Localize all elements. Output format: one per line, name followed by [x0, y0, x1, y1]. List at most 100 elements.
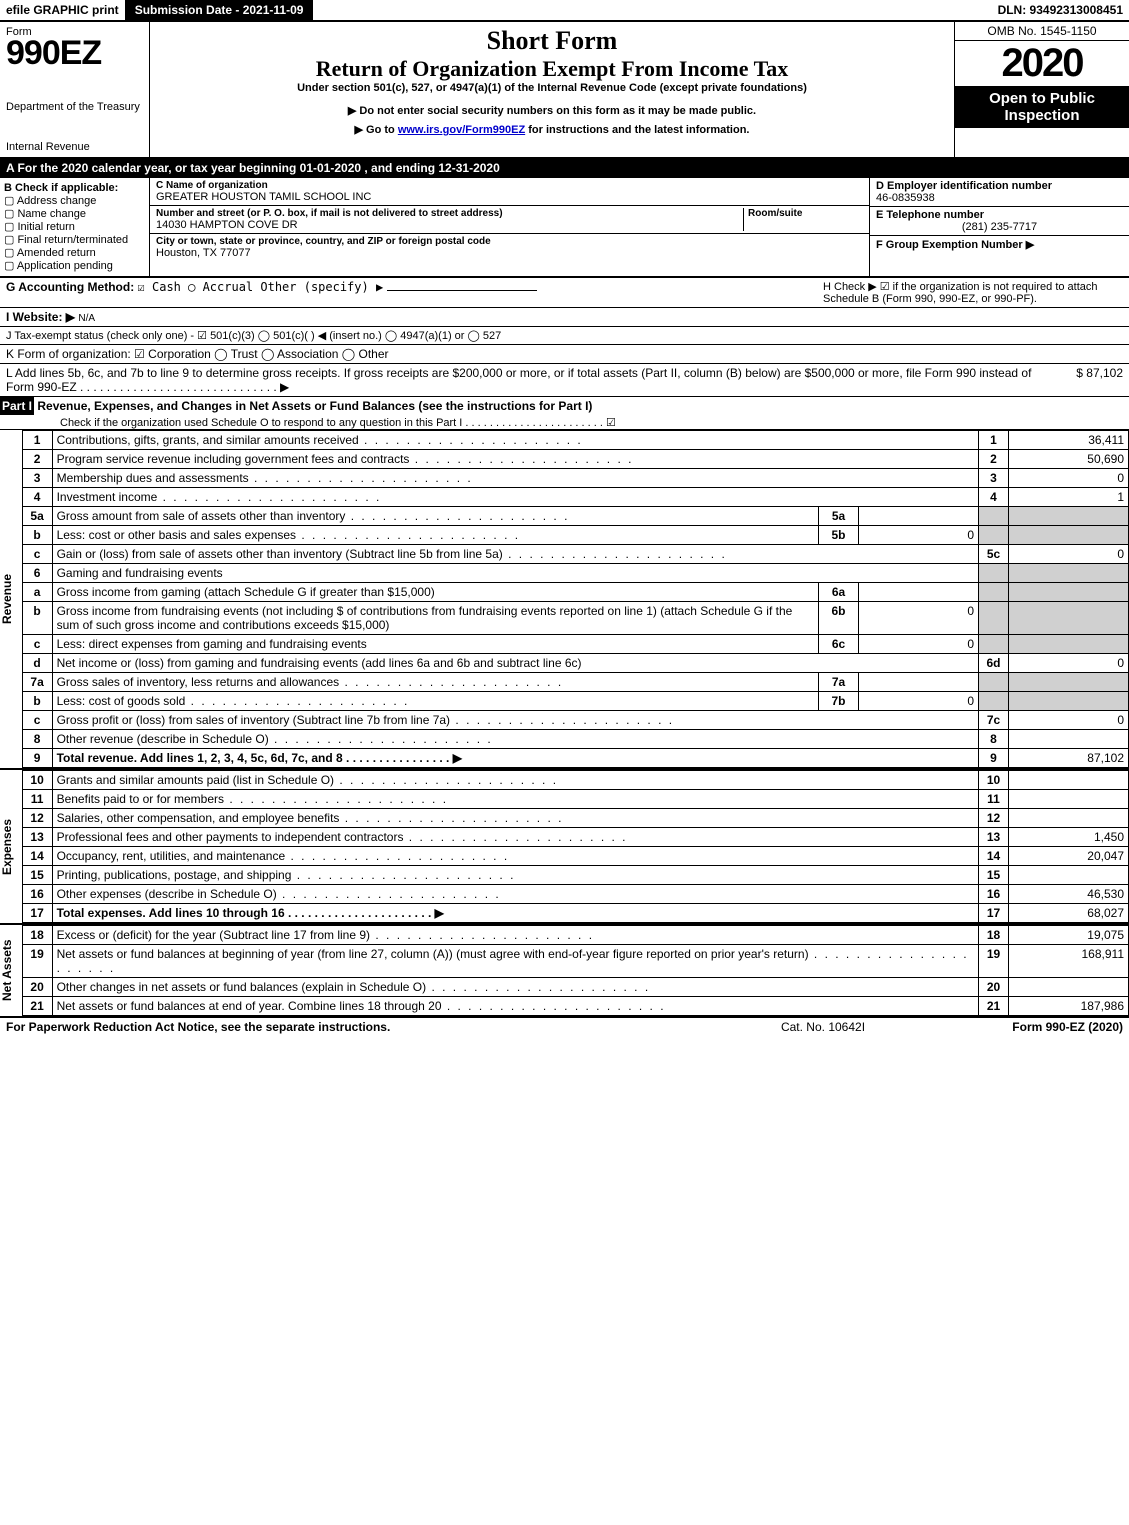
f-label: F Group Exemption Number ▶ — [876, 239, 1034, 251]
donot-warning: ▶ Do not enter social security numbers o… — [158, 104, 946, 117]
line-7a: 7aGross sales of inventory, less returns… — [22, 673, 1128, 692]
g-label: G Accounting Method: — [6, 280, 134, 294]
goto-post: for instructions and the latest informat… — [525, 124, 749, 136]
line-13: 13Professional fees and other payments t… — [22, 828, 1128, 847]
i-row: I Website: ▶ N/A — [0, 308, 1129, 327]
line-12: 12Salaries, other compensation, and empl… — [22, 809, 1128, 828]
section-b: B Check if applicable: Address change Na… — [0, 178, 150, 276]
website-value: N/A — [78, 313, 95, 324]
line-18: 18Excess or (deficit) for the year (Subt… — [22, 926, 1128, 945]
line-8: 8Other revenue (describe in Schedule O)8 — [22, 730, 1128, 749]
expenses-block: Expenses 10Grants and similar amounts pa… — [0, 770, 1129, 925]
year-line-a: A For the 2020 calendar year, or tax yea… — [0, 159, 1129, 178]
k-row[interactable]: K Form of organization: ☑ Corporation ◯ … — [0, 345, 1129, 364]
addr-row: Number and street (or P. O. box, if mail… — [150, 206, 869, 234]
header-right: OMB No. 1545-1150 2020 Open to Public In… — [954, 22, 1129, 157]
line-16: 16Other expenses (describe in Schedule O… — [22, 885, 1128, 904]
open-to-public: Open to Public Inspection — [955, 86, 1129, 128]
dept-treasury: Department of the Treasury — [6, 101, 143, 113]
chk-name[interactable]: Name change — [4, 207, 145, 220]
line-6c: cLess: direct expenses from gaming and f… — [22, 635, 1128, 654]
footer-left: For Paperwork Reduction Act Notice, see … — [6, 1020, 723, 1034]
header-left: Form 990EZ Department of the Treasury In… — [0, 22, 150, 157]
ein-value: 46-0835938 — [876, 192, 935, 204]
under-section: Under section 501(c), 527, or 4947(a)(1)… — [158, 82, 946, 94]
footer-formref: Form 990-EZ (2020) — [923, 1020, 1123, 1034]
omb-number: OMB No. 1545-1150 — [955, 22, 1129, 41]
entity-block: B Check if applicable: Address change Na… — [0, 178, 1129, 278]
line-21: 21Net assets or fund balances at end of … — [22, 997, 1128, 1016]
line-5b: bLess: cost or other basis and sales exp… — [22, 526, 1128, 545]
chk-address[interactable]: Address change — [4, 194, 145, 207]
chk-amended[interactable]: Amended return — [4, 246, 145, 259]
dln: DLN: 93492313008451 — [992, 0, 1129, 20]
org-name: GREATER HOUSTON TAMIL SCHOOL INC — [156, 191, 863, 203]
return-title: Return of Organization Exempt From Incom… — [158, 56, 946, 82]
h-text[interactable]: H Check ▶ ☑ if the organization is not r… — [823, 280, 1123, 305]
j-row[interactable]: J Tax-exempt status (check only one) - ☑… — [0, 327, 1129, 345]
city-label: City or town, state or province, country… — [156, 236, 863, 247]
l-text: L Add lines 5b, 6c, and 7b to line 9 to … — [6, 366, 1043, 394]
netassets-table: 18Excess or (deficit) for the year (Subt… — [22, 925, 1129, 1016]
i-label: I Website: ▶ — [6, 310, 75, 324]
line-2: 2Program service revenue including gover… — [22, 450, 1128, 469]
addr-label: Number and street (or P. O. box, if mail… — [156, 208, 743, 219]
netassets-sidelabel: Net Assets — [0, 925, 22, 1016]
city-row: City or town, state or province, country… — [150, 234, 869, 261]
expenses-table: 10Grants and similar amounts paid (list … — [22, 770, 1129, 923]
section-c: C Name of organization GREATER HOUSTON T… — [150, 178, 869, 276]
line-6b: bGross income from fundraising events (n… — [22, 602, 1128, 635]
submission-date: Submission Date - 2021-11-09 — [125, 0, 314, 20]
b-label: B Check if applicable: — [4, 182, 145, 194]
e-cell: E Telephone number (281) 235-7717 — [870, 207, 1129, 236]
goto-line: ▶ Go to www.irs.gov/Form990EZ for instru… — [158, 123, 946, 136]
l-value: $ 87,102 — [1043, 366, 1123, 394]
chk-final[interactable]: Final return/terminated — [4, 233, 145, 246]
expenses-sidelabel: Expenses — [0, 770, 22, 923]
header-mid: Short Form Return of Organization Exempt… — [150, 22, 954, 157]
revenue-sidelabel: Revenue — [0, 430, 22, 768]
line-6a: aGross income from gaming (attach Schedu… — [22, 583, 1128, 602]
b-checklist: Address change Name change Initial retur… — [4, 194, 145, 272]
part1-sub[interactable]: Check if the organization used Schedule … — [0, 417, 616, 429]
section-def: D Employer identification number 46-0835… — [869, 178, 1129, 276]
line-6: 6Gaming and fundraising events — [22, 564, 1128, 583]
dept-irs: Internal Revenue — [6, 141, 143, 153]
phone-value: (281) 235-7717 — [876, 221, 1123, 233]
f-cell: F Group Exemption Number ▶ — [870, 236, 1129, 253]
line-20: 20Other changes in net assets or fund ba… — [22, 978, 1128, 997]
line-17: 17Total expenses. Add lines 10 through 1… — [22, 904, 1128, 923]
line-7b: bLess: cost of goods sold7b0 — [22, 692, 1128, 711]
city-value: Houston, TX 77077 — [156, 247, 863, 259]
d-cell: D Employer identification number 46-0835… — [870, 178, 1129, 207]
top-bar: efile GRAPHIC print Submission Date - 20… — [0, 0, 1129, 22]
goto-pre: ▶ Go to — [355, 124, 398, 136]
efile-label[interactable]: efile GRAPHIC print — [0, 0, 125, 20]
line-9: 9Total revenue. Add lines 1, 2, 3, 4, 5c… — [22, 749, 1128, 768]
line-6d: dNet income or (loss) from gaming and fu… — [22, 654, 1128, 673]
chk-pending[interactable]: Application pending — [4, 259, 145, 272]
line-1: 1Contributions, gifts, grants, and simil… — [22, 431, 1128, 450]
addr-value: 14030 HAMPTON COVE DR — [156, 219, 743, 231]
line-5a: 5aGross amount from sale of assets other… — [22, 507, 1128, 526]
short-form-title: Short Form — [158, 26, 946, 56]
netassets-block: Net Assets 18Excess or (deficit) for the… — [0, 925, 1129, 1018]
line-19: 19Net assets or fund balances at beginni… — [22, 945, 1128, 978]
tax-year: 2020 — [955, 41, 1129, 86]
part1-title: Revenue, Expenses, and Changes in Net As… — [37, 399, 592, 413]
e-label: E Telephone number — [876, 209, 984, 221]
form-header: Form 990EZ Department of the Treasury In… — [0, 22, 1129, 159]
line-14: 14Occupancy, rent, utilities, and mainte… — [22, 847, 1128, 866]
line-5c: cGain or (loss) from sale of assets othe… — [22, 545, 1128, 564]
room-label: Room/suite — [748, 208, 863, 219]
form-number: 990EZ — [6, 34, 143, 73]
line-3: 3Membership dues and assessments30 — [22, 469, 1128, 488]
chk-initial[interactable]: Initial return — [4, 220, 145, 233]
line-4: 4Investment income41 — [22, 488, 1128, 507]
line-15: 15Printing, publications, postage, and s… — [22, 866, 1128, 885]
line-10: 10Grants and similar amounts paid (list … — [22, 771, 1128, 790]
goto-link[interactable]: www.irs.gov/Form990EZ — [398, 124, 525, 136]
g-options[interactable]: ☑ Cash ◯ Accrual Other (specify) ▶ — [138, 280, 384, 294]
footer-catno: Cat. No. 10642I — [723, 1020, 923, 1034]
revenue-table: 1Contributions, gifts, grants, and simil… — [22, 430, 1129, 768]
